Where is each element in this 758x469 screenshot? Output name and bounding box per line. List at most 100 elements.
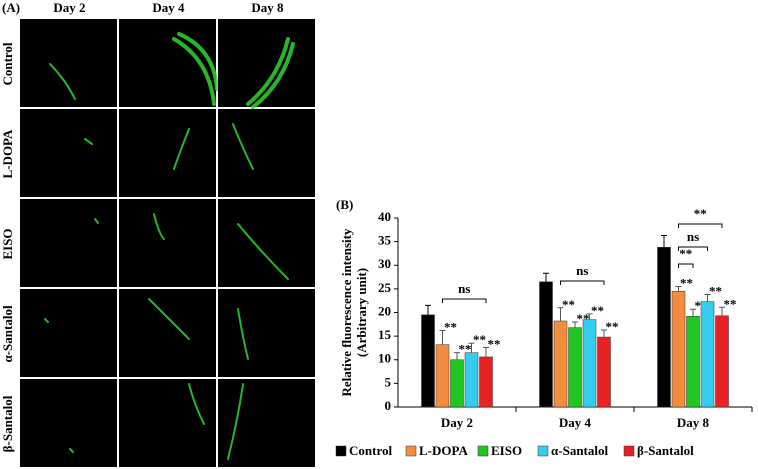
worm-fluorescence: [227, 383, 244, 460]
error-bar: [675, 286, 682, 292]
error-bar: [543, 272, 549, 282]
micrograph: [119, 379, 216, 467]
worm-fluorescence: [172, 32, 219, 106]
worm-fluorescence: [44, 318, 49, 323]
significance-label: **: [680, 275, 693, 290]
bracket-label: **: [694, 206, 707, 221]
error-bar: [439, 329, 446, 345]
bracket: [560, 280, 605, 285]
bracket: [678, 246, 708, 251]
significance-label: **: [709, 284, 722, 299]
bar: [539, 281, 553, 408]
micrograph: [218, 379, 315, 467]
micrograph: [20, 109, 117, 197]
bracket: [678, 263, 694, 268]
bar: [671, 290, 686, 408]
worm-fluorescence: [84, 138, 93, 145]
bar: [435, 344, 450, 408]
legend-label: EISO: [491, 443, 522, 458]
bar: [657, 247, 671, 408]
significance-label: **: [606, 319, 619, 334]
micrograph: [218, 109, 315, 197]
error-bar: [690, 308, 696, 317]
y-tick-label: 0: [385, 398, 392, 413]
bracket: [678, 223, 723, 228]
bracket-label: ns: [458, 281, 470, 296]
y-axis-label: Relative fluorescence intensity: [339, 228, 354, 396]
bracket-label: **: [679, 246, 692, 261]
worm-fluorescence: [237, 308, 249, 360]
y-tick-label: 25: [378, 280, 392, 295]
micrograph: [119, 199, 216, 287]
bracket-label: ns: [687, 229, 699, 244]
legend-swatch: [537, 445, 549, 457]
x-tick-label: Day 4: [559, 415, 592, 430]
legend-label: Control: [349, 443, 392, 458]
bar: [715, 315, 729, 408]
bracket: [442, 298, 487, 303]
error-bar: [483, 346, 489, 357]
error-bar: [454, 352, 460, 360]
y-tick-label: 35: [378, 233, 392, 248]
micrograph: [20, 199, 117, 287]
bracket-label: ns: [576, 263, 588, 278]
worm-fluorescence: [188, 383, 205, 425]
worm-fluorescence: [69, 448, 74, 453]
error-bar: [572, 321, 578, 328]
worm-fluorescence: [153, 213, 165, 240]
legend-swatch: [335, 445, 347, 457]
error-bar: [557, 307, 564, 322]
legend-label: α-Santalol: [551, 443, 608, 458]
legend-swatch: [477, 445, 489, 457]
bar: [597, 336, 611, 408]
bar: [553, 320, 568, 408]
significance-label: **: [488, 336, 501, 351]
row-label: β-Santalol: [0, 395, 15, 452]
y-tick-label: 40: [378, 209, 391, 224]
column-header: Day 4: [152, 0, 185, 15]
x-tick-label: Day 2: [441, 415, 473, 430]
legend-label: L-DOPA: [419, 443, 468, 458]
significance-label: **: [562, 297, 575, 312]
significance-label: **: [444, 319, 457, 334]
y-tick-label: 5: [385, 374, 392, 389]
micrograph: [218, 199, 315, 287]
worm-fluorescence: [232, 123, 254, 170]
bar: [450, 359, 464, 408]
significance-label: **: [473, 332, 486, 347]
worm-fluorescence: [148, 298, 190, 340]
micrograph: [20, 289, 117, 377]
error-bar: [601, 329, 607, 338]
error-bar: [425, 304, 431, 315]
legend-swatch: [405, 445, 417, 457]
error-bar: [468, 342, 475, 353]
y-tick-label: 20: [378, 303, 391, 318]
bar: [568, 327, 582, 408]
row-label: Control: [0, 42, 15, 85]
bar: [421, 314, 435, 408]
significance-label: **: [724, 296, 737, 311]
error-bar: [586, 313, 593, 320]
legend-swatch: [623, 445, 635, 457]
error-bar: [704, 294, 711, 302]
error-bar: [661, 234, 667, 248]
micrograph: [20, 379, 117, 467]
y-tick-label: 10: [378, 351, 391, 366]
panel-b-label: (B): [336, 197, 353, 212]
worm-fluorescence: [94, 218, 99, 224]
worm-fluorescence: [237, 223, 289, 280]
legend-label: β-Santalol: [637, 443, 694, 458]
significance-label: **: [591, 303, 604, 318]
bar: [464, 352, 479, 408]
bar: [582, 319, 597, 408]
column-header: Day 2: [53, 0, 85, 15]
row-label: L-DOPA: [0, 129, 15, 178]
y-tick-label: 15: [378, 327, 392, 342]
panel-a-label: (A): [2, 0, 20, 15]
worm-fluorescence: [246, 37, 295, 109]
error-bar: [719, 306, 725, 316]
column-header: Day 8: [251, 0, 284, 15]
row-label: EISO: [0, 228, 15, 259]
micrograph: [218, 289, 315, 377]
